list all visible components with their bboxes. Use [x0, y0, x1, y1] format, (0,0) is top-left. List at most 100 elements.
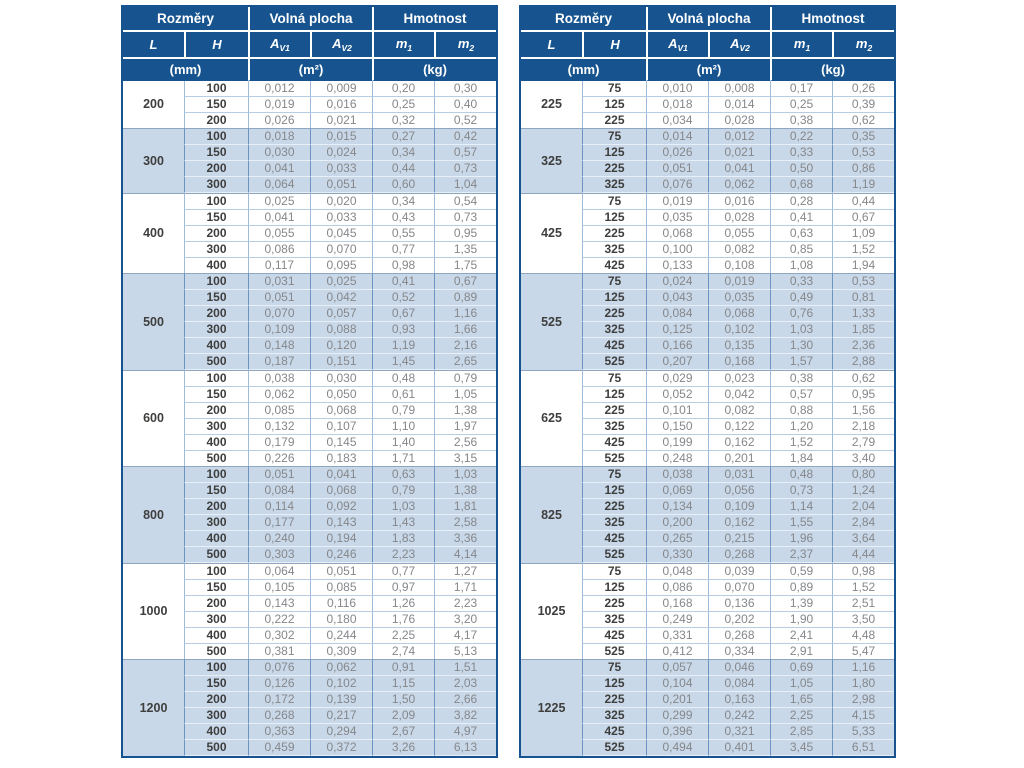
- data-value: 0,016: [708, 193, 771, 210]
- data-value: 0,217: [310, 708, 373, 724]
- col-header-Av1: AV1: [646, 32, 709, 59]
- table-row: 600 100 0,038 0,030 0,48 0,79: [123, 370, 497, 466]
- dimension-l-value: 1225: [521, 659, 583, 756]
- data-value: 1,50: [372, 692, 435, 708]
- data-value: 0,91: [372, 659, 435, 676]
- data-value: 0,396: [646, 724, 709, 740]
- data-value: 0,057: [310, 306, 373, 322]
- col-header-Av2: AV2: [708, 32, 771, 59]
- data-value: 0,62: [832, 370, 895, 387]
- data-value: 0,222: [248, 612, 310, 628]
- data-value: 0,120: [310, 338, 373, 354]
- table-row: 425 0,133 0,108 1,08 1,94: [521, 258, 895, 273]
- dimension-h-value: 500: [184, 354, 248, 370]
- dimension-h-value: 425: [582, 531, 647, 547]
- dimension-l-value: 200: [123, 81, 184, 128]
- data-value: 0,54: [434, 193, 497, 210]
- table-row: 400 0,117 0,095 0,98 1,75: [123, 258, 497, 273]
- data-value: 0,048: [646, 563, 709, 580]
- data-value: 2,85: [770, 724, 833, 740]
- data-value: 0,043: [646, 290, 709, 306]
- table-row: 825 75 0,038 0,031 0,48 0,80: [521, 466, 895, 563]
- data-value: 0,202: [708, 612, 771, 628]
- data-value: 0,246: [310, 547, 373, 563]
- dimension-h-value: 125: [582, 210, 647, 226]
- table-row: 200 0,055 0,045 0,55 0,95: [123, 226, 497, 242]
- data-value: 1,96: [770, 531, 833, 547]
- dimension-h-value: 525: [582, 354, 647, 370]
- data-value: 3,40: [832, 451, 895, 466]
- data-value: 1,24: [832, 483, 895, 499]
- dimension-h-value: 225: [582, 499, 647, 515]
- dimension-l-value: 400: [123, 193, 184, 273]
- data-value: 0,59: [770, 563, 833, 580]
- dimension-h-value: 125: [582, 580, 647, 596]
- data-value: 0,122: [708, 419, 771, 435]
- table-row: 400 0,240 0,194 1,83 3,36: [123, 531, 497, 547]
- data-value: 0,363: [248, 724, 310, 740]
- table-row: 150 0,041 0,033 0,43 0,73: [123, 210, 497, 226]
- data-value: 0,068: [708, 306, 771, 322]
- data-value: 0,40: [434, 97, 497, 113]
- data-value: 0,248: [646, 451, 709, 466]
- table-body: 200 100 0,012 0,009 0,20 0,30 150 0,019 0,016 0,2…: [123, 81, 497, 756]
- dimension-h-value: 200: [184, 113, 248, 128]
- table-row: 325 0,100 0,082 0,85 1,52: [521, 242, 895, 258]
- table-row: 225 0,034 0,028 0,38 0,62: [521, 113, 895, 128]
- dimension-h-value: 325: [582, 419, 647, 435]
- header-rozmery: Rozměry: [123, 7, 248, 32]
- data-value: 0,151: [310, 354, 373, 370]
- data-value: 0,27: [372, 128, 435, 145]
- data-value: 0,207: [646, 354, 709, 370]
- table-row: 500 0,381 0,309 2,74 5,13: [123, 644, 497, 659]
- data-value: 0,105: [248, 580, 310, 596]
- data-value: 0,109: [248, 322, 310, 338]
- data-value: 0,76: [770, 306, 833, 322]
- data-value: 0,056: [708, 483, 771, 499]
- data-value: 0,025: [248, 193, 310, 210]
- dimension-h-value: 400: [184, 628, 248, 644]
- data-value: 0,33: [770, 273, 833, 290]
- data-value: 0,61: [372, 387, 435, 403]
- data-value: 0,046: [708, 659, 771, 676]
- data-value: 0,63: [770, 226, 833, 242]
- data-value: 0,39: [832, 97, 895, 113]
- data-value: 1,05: [770, 676, 833, 692]
- data-value: 0,069: [646, 483, 709, 499]
- data-value: 0,021: [708, 145, 771, 161]
- data-value: 0,303: [248, 547, 310, 563]
- dimension-l-value: 425: [521, 193, 583, 273]
- table-row: 500 0,187 0,151 1,45 2,65: [123, 354, 497, 370]
- col-header-L: L: [521, 32, 583, 59]
- data-value: 0,412: [646, 644, 709, 659]
- col-label-m: m: [395, 36, 408, 51]
- spec-table-left-wrapper: Rozměry Volná plocha Hmotnost L H AV1 AV…: [121, 5, 499, 758]
- dimension-l-value: 225: [521, 81, 583, 128]
- data-value: 0,60: [372, 177, 435, 193]
- dimension-h-value: 300: [184, 515, 248, 531]
- table-row: 200 0,026 0,021 0,32 0,52: [123, 113, 497, 128]
- data-value: 0,057: [646, 659, 709, 676]
- dimension-l-value: 1200: [123, 659, 184, 756]
- data-value: 0,117: [248, 258, 310, 273]
- data-value: 0,116: [310, 596, 373, 612]
- data-value: 0,019: [708, 273, 771, 290]
- dimension-h-value: 150: [184, 210, 248, 226]
- data-value: 3,82: [434, 708, 497, 724]
- data-value: 0,012: [248, 81, 310, 97]
- dimension-h-value: 200: [184, 499, 248, 515]
- dimension-h-value: 525: [582, 547, 647, 563]
- data-value: 0,150: [646, 419, 709, 435]
- data-value: 0,039: [708, 563, 771, 580]
- data-value: 1,75: [434, 258, 497, 273]
- data-value: 0,168: [708, 354, 771, 370]
- data-value: 0,025: [310, 273, 373, 290]
- data-value: 0,33: [770, 145, 833, 161]
- data-value: 3,36: [434, 531, 497, 547]
- table-row: 150 0,019 0,016 0,25 0,40: [123, 97, 497, 113]
- data-value: 0,076: [646, 177, 709, 193]
- data-value: 0,381: [248, 644, 310, 659]
- data-value: 0,114: [248, 499, 310, 515]
- dimension-h-value: 200: [184, 306, 248, 322]
- data-value: 6,51: [832, 740, 895, 756]
